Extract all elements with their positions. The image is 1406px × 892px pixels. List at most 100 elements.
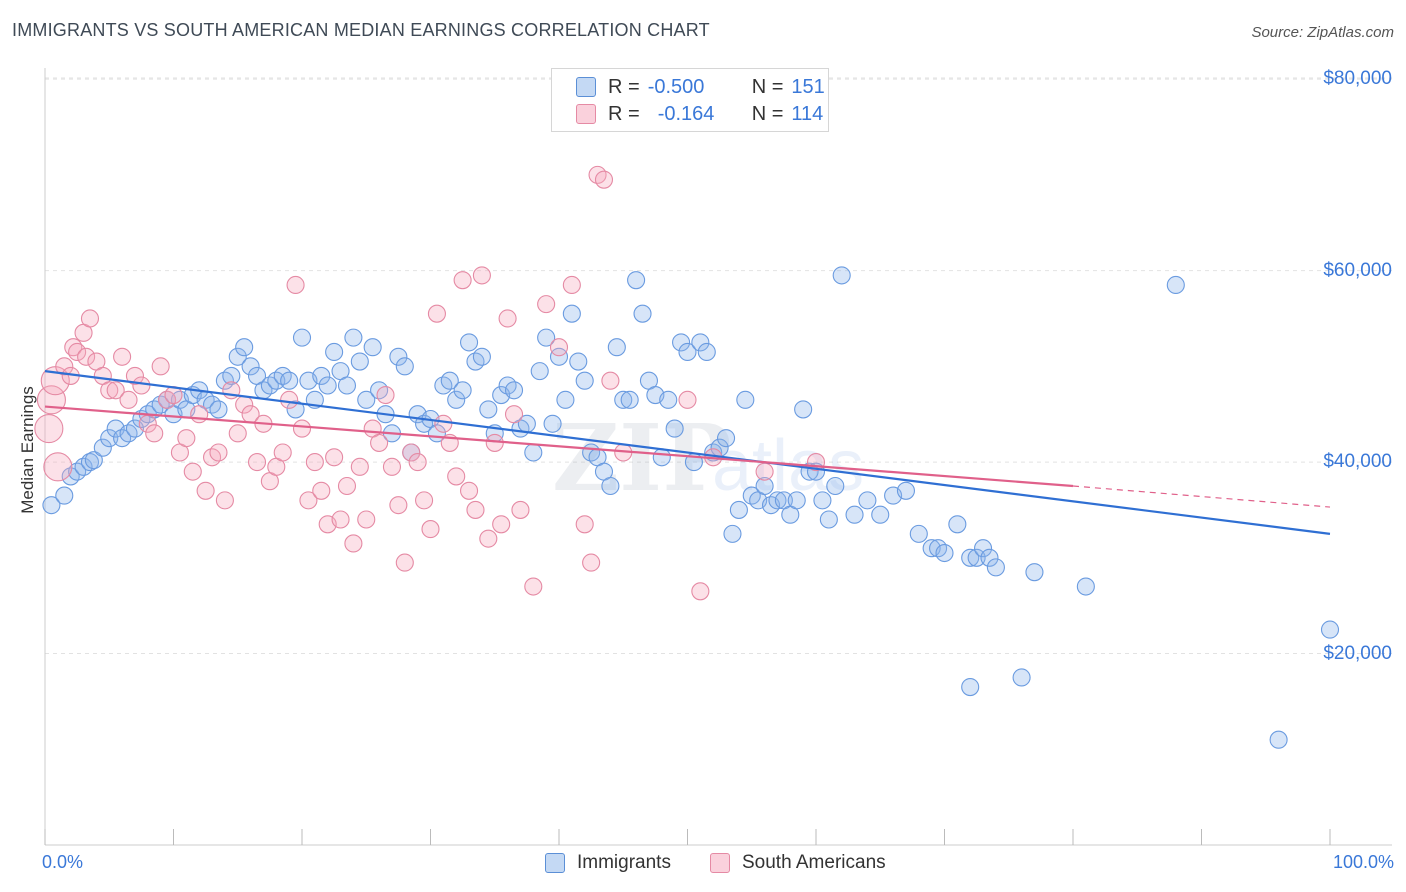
point-immigrants — [813, 491, 832, 510]
point-immigrants — [858, 491, 877, 510]
point-south-americans — [549, 338, 569, 357]
point-south-americans — [691, 582, 710, 601]
point-immigrants — [395, 357, 414, 376]
point-south-americans — [273, 443, 292, 462]
trend-lines — [44, 370, 1331, 535]
point-south-americans — [299, 491, 318, 510]
point-south-americans — [34, 414, 64, 444]
point-immigrants — [935, 543, 954, 563]
point-south-americans — [389, 496, 408, 515]
point-south-americans — [106, 381, 125, 400]
point-south-americans — [524, 577, 543, 596]
point-south-americans — [325, 448, 344, 467]
point-south-americans — [292, 419, 312, 438]
point-immigrants — [819, 510, 838, 529]
point-south-americans — [582, 553, 601, 572]
point-immigrants — [357, 390, 376, 409]
point-immigrants — [363, 338, 382, 357]
x-tick-label-max: 100.0% — [1332, 852, 1394, 872]
point-south-americans — [331, 510, 350, 529]
point-south-americans — [80, 309, 100, 328]
point-immigrants — [1012, 668, 1031, 687]
point-immigrants — [280, 371, 299, 390]
point-immigrants — [562, 304, 581, 323]
point-south-americans — [286, 275, 305, 295]
point-immigrants — [440, 371, 459, 390]
legend-r-value: -0.500 — [647, 75, 705, 98]
point-immigrants — [691, 333, 710, 352]
point-immigrants — [652, 448, 671, 467]
point-south-americans — [376, 386, 395, 405]
point-south-americans — [113, 347, 132, 366]
point-immigrants — [537, 328, 556, 347]
point-immigrants — [659, 390, 678, 409]
point-immigrants — [337, 376, 357, 395]
trend-line-south-americans — [44, 405, 1074, 488]
data-points — [34, 165, 1340, 749]
point-south-americans — [68, 342, 87, 362]
point-south-americans — [119, 390, 138, 409]
point-south-americans — [434, 414, 453, 433]
y-tick-label: $40,000 — [1323, 451, 1392, 473]
point-south-americans — [421, 520, 440, 539]
bottom-legend-swatch-immigrants — [545, 853, 565, 873]
point-south-americans — [415, 491, 434, 510]
legend-row-south-americans: R = -0.164 N = 114 — [576, 102, 823, 126]
point-immigrants — [42, 496, 61, 515]
point-south-americans — [370, 433, 389, 452]
point-immigrants — [723, 524, 742, 543]
point-south-americans — [190, 405, 209, 424]
point-immigrants — [228, 347, 247, 366]
point-south-americans — [43, 452, 73, 482]
point-south-americans — [247, 453, 267, 472]
point-immigrants — [909, 524, 928, 543]
point-immigrants — [241, 357, 260, 376]
point-immigrants — [556, 390, 575, 409]
point-immigrants — [100, 429, 119, 448]
point-south-americans — [395, 553, 414, 572]
point-south-americans — [125, 366, 144, 385]
point-immigrants — [1269, 730, 1288, 749]
point-immigrants — [549, 347, 569, 366]
point-south-americans — [382, 457, 402, 476]
point-south-americans — [479, 529, 498, 548]
point-south-americans — [145, 424, 164, 443]
legend-swatch-immigrants — [576, 77, 596, 97]
point-immigrants — [607, 338, 626, 357]
point-south-americans — [228, 424, 247, 443]
point-immigrants — [986, 558, 1005, 577]
point-immigrants — [209, 400, 228, 419]
point-immigrants — [967, 548, 986, 567]
point-south-americans — [344, 534, 363, 553]
point-south-americans — [485, 433, 504, 452]
point-south-americans — [601, 371, 620, 390]
point-south-americans — [427, 304, 446, 323]
chart-title: IMMIGRANTS VS SOUTH AMERICAN MEDIAN EARN… — [12, 20, 710, 40]
point-south-americans — [511, 500, 530, 519]
point-immigrants — [569, 352, 588, 371]
legend-n-value: 151 — [791, 75, 825, 98]
point-south-americans — [77, 347, 96, 366]
point-immigrants — [543, 414, 562, 433]
point-immigrants — [832, 266, 851, 285]
point-south-americans — [472, 266, 491, 285]
point-south-americans — [337, 476, 357, 496]
point-immigrants — [973, 539, 993, 558]
point-immigrants — [1076, 577, 1095, 596]
legend-n-label: N = — [751, 102, 784, 125]
point-immigrants — [633, 304, 652, 323]
point-south-americans — [755, 462, 774, 481]
point-immigrants — [292, 328, 312, 347]
point-immigrants — [459, 333, 479, 352]
point-immigrants — [845, 505, 864, 524]
point-south-americans — [498, 309, 517, 328]
point-south-americans — [196, 481, 215, 500]
point-immigrants — [1025, 563, 1044, 582]
point-south-americans — [177, 429, 196, 448]
legend-r-value: -0.164 — [657, 102, 715, 125]
point-south-americans — [305, 453, 324, 472]
point-immigrants — [736, 390, 755, 409]
legend-n-label: N = — [751, 75, 784, 98]
point-south-americans — [215, 491, 234, 510]
